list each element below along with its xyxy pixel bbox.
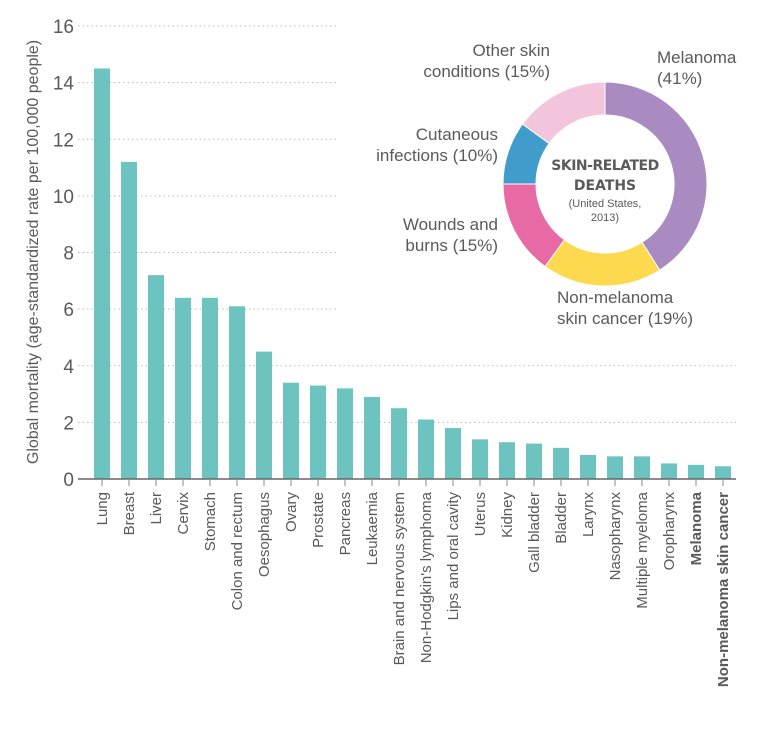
bar (634, 456, 650, 479)
x-tick-label: Lips and oral cavity (445, 492, 462, 621)
bar (580, 454, 596, 479)
y-tick-label: 2 (63, 413, 74, 434)
donut-subtitle-line2: 2013) (591, 212, 619, 224)
x-tick-label: Non-melanoma skin cancer (715, 492, 732, 687)
bar (310, 385, 326, 479)
x-tick-label: Gall bladder (526, 492, 543, 573)
x-tick-label: Breast (121, 491, 138, 535)
y-axis-label: Global mortality (age-standardized rate … (25, 40, 42, 464)
donut-label: Melanoma (657, 48, 737, 67)
bar (418, 419, 434, 479)
bar (715, 466, 731, 479)
donut-label: burns (15%) (405, 236, 498, 255)
donut-label: Non-melanoma (557, 288, 674, 307)
bar (94, 68, 110, 479)
y-tick-label: 4 (63, 357, 74, 378)
donut-title-line1: SKIN-RELATED (551, 158, 658, 174)
donut-title-line2: DEATHS (574, 178, 636, 194)
bar (391, 408, 407, 479)
x-tick-label: Brain and nervous system (391, 492, 408, 665)
bar (283, 382, 299, 479)
x-tick-label: Multiple myeloma (634, 491, 651, 608)
donut-subtitle-line1: (United States, (569, 198, 642, 210)
x-tick-label: Stomach (202, 492, 219, 551)
donut-label: (41%) (657, 69, 702, 88)
donut-label: Other skin (473, 41, 550, 60)
y-tick-label: 16 (53, 17, 74, 38)
bar (202, 297, 218, 479)
bar (256, 351, 272, 479)
bar (661, 463, 677, 479)
x-tick-label: Ovary (283, 492, 300, 533)
y-tick-label: 8 (63, 244, 74, 265)
donut-slice (604, 81, 708, 271)
donut-label: infections (10%) (376, 146, 498, 165)
bar (553, 447, 569, 479)
x-tick-label: Leukaemia (364, 491, 381, 565)
x-tick-label: Liver (148, 492, 165, 525)
x-tick-label: Cervix (175, 492, 192, 535)
donut-label: Wounds and (403, 215, 498, 234)
bar (445, 428, 461, 479)
y-tick-label: 10 (53, 187, 74, 208)
bar (364, 396, 380, 479)
x-tick-label: Lung (94, 492, 111, 525)
bar (175, 297, 191, 479)
x-tick-label: Uterus (472, 492, 489, 536)
x-tick-label: Prostate (310, 492, 327, 548)
x-tick-label: Pancreas (337, 492, 354, 555)
y-tick-label: 0 (63, 470, 74, 491)
x-tick-label: Melanoma (688, 491, 705, 565)
y-tick-label: 12 (53, 130, 74, 151)
donut-slice (521, 81, 606, 145)
x-tick-label: Kidney (499, 492, 516, 538)
y-tick-label: 14 (53, 74, 75, 95)
x-tick-label: Larynx (580, 492, 597, 538)
x-tick-label: Oropharynx (661, 492, 678, 571)
donut-label: Cutaneous (416, 125, 498, 144)
bar (148, 275, 164, 479)
y-tick-label: 6 (63, 300, 74, 321)
x-tick-label: Bladder (553, 492, 570, 544)
x-tick-label: Colon and rectum (229, 492, 246, 610)
donut-label: skin cancer (19%) (557, 309, 693, 328)
x-tick-label: Non-Hodgkin's lymphoma (418, 491, 435, 663)
bar (526, 443, 542, 479)
x-tick-label: Oesophagus (256, 492, 273, 577)
bar (688, 464, 704, 479)
bar (499, 442, 515, 479)
bar (337, 388, 353, 479)
donut-slice (544, 239, 661, 287)
bar (121, 161, 137, 479)
bar (472, 439, 488, 479)
bar (229, 306, 245, 479)
bar (607, 456, 623, 479)
x-tick-label: Nasopharynx (607, 492, 624, 581)
donut-label: conditions (15%) (423, 62, 550, 81)
